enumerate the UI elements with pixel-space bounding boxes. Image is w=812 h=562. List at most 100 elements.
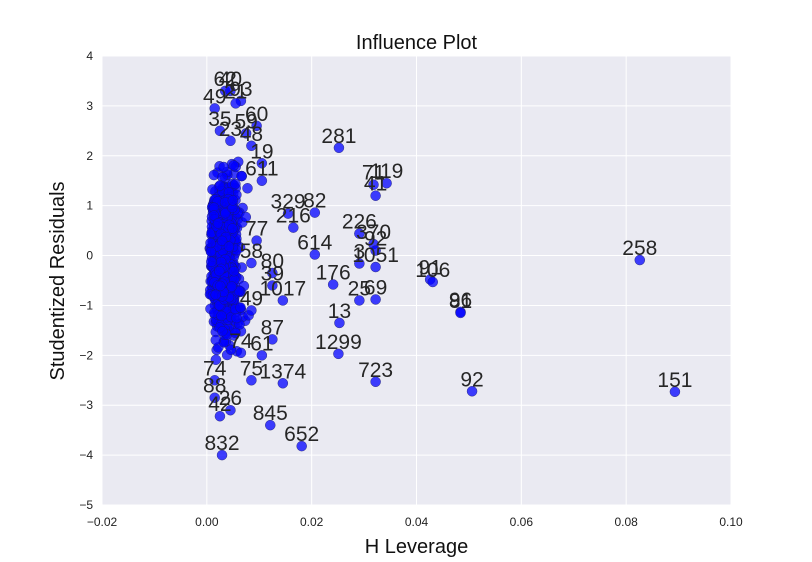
data-point — [205, 237, 216, 249]
labeled-data-point — [277, 378, 289, 389]
y-tick-label: −2 — [79, 348, 93, 362]
labeled-data-point — [225, 85, 236, 97]
point-label: 88 — [203, 375, 226, 398]
data-point — [212, 218, 224, 229]
data-point — [226, 281, 237, 292]
labeled-data-point — [225, 135, 236, 147]
labeled-data-point — [381, 178, 392, 189]
labeled-data-point — [309, 249, 321, 260]
labeled-data-point — [225, 405, 236, 416]
x-tick-labels: −0.02 0.00 0.02 0.04 0.06 0.08 0.10 — [87, 515, 743, 529]
labeled-data-point — [327, 279, 339, 290]
data-point — [231, 312, 242, 324]
x-axis-title: H Leverage — [365, 536, 468, 558]
point-label: 611 — [245, 158, 278, 181]
labeled-data-point — [246, 257, 257, 269]
labeled-data-point — [214, 410, 226, 422]
data-point — [223, 241, 235, 252]
labeled-data-point — [354, 258, 365, 269]
x-tick-label: 0.02 — [300, 515, 324, 529]
point-label: 845 — [253, 402, 288, 425]
data-point — [240, 211, 252, 223]
labeled-data-point — [309, 207, 321, 218]
labeled-data-point — [455, 307, 466, 319]
labeled-data-point — [256, 350, 268, 361]
labeled-data-point — [370, 245, 381, 256]
point-label: 74 — [229, 330, 253, 353]
point-label: 74 — [203, 357, 227, 380]
point-label: 80 — [261, 250, 284, 273]
point-label: 281 — [321, 125, 356, 148]
point-label: 49 — [203, 85, 226, 108]
x-tick-label: 0.06 — [510, 515, 534, 529]
point-label: 58 — [240, 240, 263, 263]
labeled-data-point — [333, 142, 345, 153]
point-label: 652 — [284, 423, 319, 446]
data-point — [220, 208, 231, 219]
labeled-data-point — [282, 208, 294, 219]
point-label: 82 — [303, 190, 326, 213]
point-label: 1017 — [259, 277, 306, 300]
y-tick-label: 3 — [86, 99, 93, 113]
point-label: 3 — [354, 241, 366, 264]
point-label: 71 — [362, 162, 385, 185]
point-label: 75 — [240, 357, 263, 380]
point-label: 106 — [415, 259, 450, 282]
labeled-data-point — [216, 449, 228, 461]
point-label: 59 — [234, 110, 257, 133]
point-label: 96 — [449, 289, 472, 312]
labeled-data-point — [334, 317, 345, 329]
point-label: 42 — [208, 393, 231, 416]
point-label: 329 — [271, 191, 306, 214]
labeled-data-point — [240, 128, 252, 139]
y-tick-label: −4 — [79, 448, 93, 462]
data-point — [227, 195, 239, 206]
data-point — [217, 326, 228, 337]
point-label: 48 — [240, 123, 263, 146]
point-label: 258 — [622, 237, 657, 260]
data-point — [214, 265, 225, 277]
point-label: 370 — [356, 221, 391, 244]
labeled-data-point — [466, 386, 478, 397]
labeled-data-point — [354, 228, 365, 239]
labeled-data-point — [251, 235, 262, 246]
point-label: 35 — [208, 108, 231, 131]
point-label: 93 — [229, 78, 252, 101]
point-label: 26 — [219, 387, 242, 410]
point-label: 723 — [358, 359, 393, 382]
labeled-data-point — [209, 375, 220, 386]
labeled-data-point — [370, 261, 381, 273]
data-point — [218, 161, 229, 173]
labeled-data-point — [333, 348, 344, 360]
point-label: 13 — [328, 300, 351, 323]
labeled-data-point — [370, 294, 381, 305]
point-label: 1299 — [315, 331, 362, 354]
point-label: 39 — [261, 262, 284, 285]
labeled-data-point — [256, 158, 268, 169]
point-label: 832 — [205, 432, 240, 455]
labeled-data-point — [427, 276, 438, 288]
point-label: 91 — [418, 257, 441, 280]
x-tick-label: 0.04 — [405, 515, 429, 529]
y-tick-label: 1 — [86, 199, 93, 213]
chart-title: Influence Plot — [356, 32, 478, 54]
point-label: 226 — [342, 211, 377, 234]
point-label: 92 — [460, 368, 483, 391]
point-label: 1374 — [259, 360, 306, 383]
point-label: 176 — [316, 261, 351, 284]
labeled-data-point — [246, 140, 257, 152]
y-tick-label: −1 — [79, 298, 93, 312]
point-label: 40 — [219, 68, 242, 91]
labeled-data-point — [214, 125, 226, 137]
y-tick-label: −3 — [79, 398, 93, 412]
data-point — [242, 183, 253, 194]
labeled-data-point — [368, 179, 379, 190]
labeled-data-point — [296, 440, 307, 452]
point-label: 151 — [657, 369, 692, 392]
point-label: 87 — [261, 316, 284, 339]
point-label: 216 — [276, 205, 311, 228]
data-point — [214, 180, 226, 191]
data-point — [216, 235, 228, 247]
data-point — [216, 310, 227, 322]
